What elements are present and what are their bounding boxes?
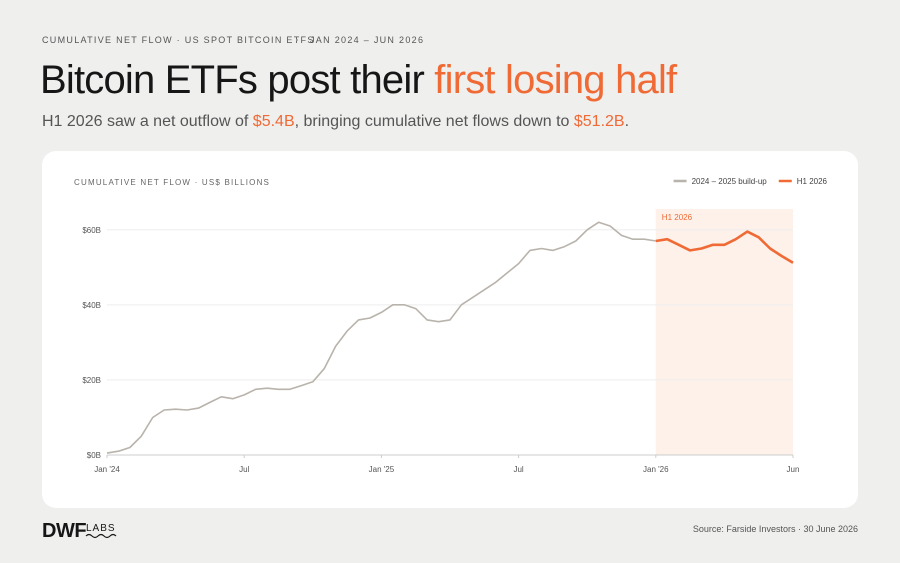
x-tick-label: Jul: [239, 465, 249, 474]
x-tick-label: Jun: [787, 465, 800, 474]
series-line: [655, 230, 794, 264]
logo-mark: DWF: [42, 520, 86, 542]
subtitle-text: .: [625, 113, 629, 130]
legend-label: H1 2026: [797, 177, 828, 186]
title-highlight: first losing half: [434, 58, 678, 102]
y-tick-label: $20B: [82, 376, 101, 385]
legend-label: 2024 – 2025 build-up: [692, 177, 768, 186]
kicker-period: JAN 2024 – JUN 2026: [310, 35, 424, 45]
x-tick-label: Jan '25: [369, 465, 395, 474]
subtitle-highlight: $51.2B: [574, 113, 625, 130]
logo-text: LABS: [86, 523, 116, 534]
subtitle: H1 2026 saw a net outflow of $5.4B, brin…: [42, 113, 629, 130]
logo-wave: [85, 533, 117, 539]
source: Source: Farside Investors · 30 June 2026: [693, 524, 858, 534]
subtitle-highlight: $5.4B: [253, 113, 295, 130]
x-tick-label: Jan '24: [94, 465, 120, 474]
kicker: CUMULATIVE NET FLOW · US SPOT BITCOIN ET…: [42, 35, 315, 45]
y-axis-label: CUMULATIVE NET FLOW · US$ BILLIONS: [74, 178, 270, 187]
title: Bitcoin ETFs post their first losing hal…: [40, 58, 678, 102]
series-line: [106, 221, 656, 454]
kicker-topic: CUMULATIVE NET FLOW · US SPOT BITCOIN ET…: [42, 35, 315, 45]
y-tick-label: $40B: [82, 301, 101, 310]
y-tick-label: $60B: [82, 226, 101, 235]
y-tick-label: $0B: [87, 451, 101, 460]
subtitle-text: , bringing cumulative net flows down to: [295, 113, 574, 130]
subtitle-text: H1 2026 saw a net outflow of: [42, 113, 253, 130]
title-text: Bitcoin ETFs post their: [40, 58, 424, 102]
x-tick-label: Jul: [513, 465, 523, 474]
kicker-separator: [296, 39, 298, 41]
highlight-label: H1 2026: [662, 213, 693, 222]
x-tick-label: Jan '26: [643, 465, 669, 474]
